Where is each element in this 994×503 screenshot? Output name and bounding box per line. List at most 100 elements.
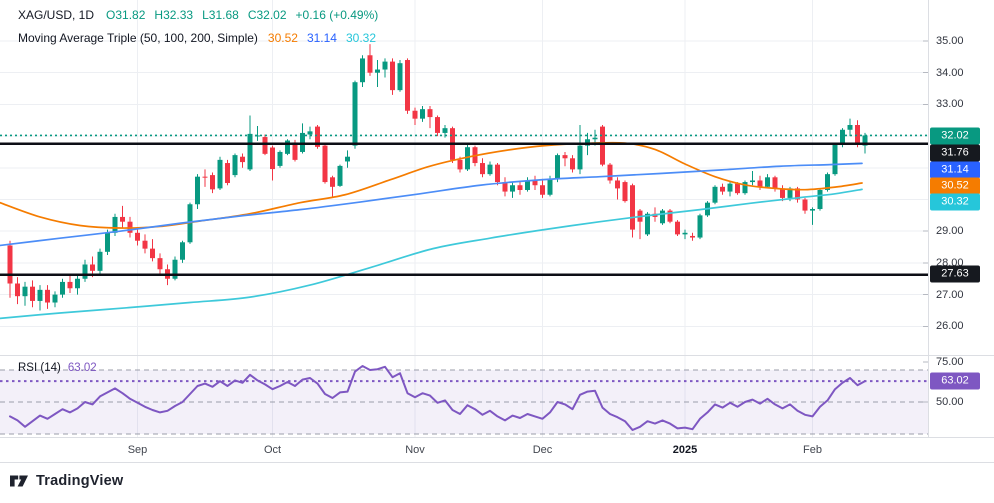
candle-body xyxy=(442,128,448,133)
time-label-Sep: Sep xyxy=(127,444,148,456)
candle-body xyxy=(37,289,43,301)
rsi-value: 63.02 xyxy=(67,362,97,374)
candle-body xyxy=(735,183,740,194)
price-axis-label: 27.00 xyxy=(936,288,964,301)
price-change: +0.16 (+0.49%) xyxy=(295,8,379,22)
candle-body xyxy=(532,180,538,186)
ohlc-h: H32.33 xyxy=(154,8,194,22)
candle-body xyxy=(180,242,185,260)
tradingview-logo[interactable]: TradingView xyxy=(9,473,123,489)
candle-body xyxy=(150,248,155,259)
candle-body xyxy=(285,140,290,154)
candle-body xyxy=(75,278,80,289)
candle-body xyxy=(247,133,253,170)
candle-body xyxy=(52,294,58,303)
candle-body xyxy=(22,286,28,297)
rsi-axis-label: 50.00 xyxy=(936,396,964,408)
candle-body xyxy=(660,210,665,224)
price-axis-label: 33.00 xyxy=(936,98,964,111)
candle-body xyxy=(307,131,313,135)
candle-body xyxy=(727,183,733,192)
candle-body xyxy=(135,232,140,241)
candle-body xyxy=(322,145,328,183)
candle-body xyxy=(840,129,845,145)
ma-line-sma100[interactable] xyxy=(0,162,863,247)
time-label-Nov: Nov xyxy=(405,444,425,456)
rsi-title[interactable]: RSI (14) xyxy=(18,362,61,374)
candle-body xyxy=(195,176,200,205)
candle-body xyxy=(802,199,808,211)
candle-body xyxy=(480,163,485,175)
candle-body xyxy=(292,142,298,160)
candle-body xyxy=(60,281,65,295)
candle-body xyxy=(255,135,260,137)
symbol-legend-row[interactable]: XAG/USD, 1D O31.82 H32.33 L31.68 C32.02 +0.16… xyxy=(18,8,387,22)
candle-body xyxy=(210,175,215,190)
candle-body xyxy=(277,151,283,166)
candle-body xyxy=(45,289,50,303)
candle-body xyxy=(592,137,598,140)
candle-body xyxy=(240,156,245,163)
symbol-title[interactable]: XAG/USD, 1D xyxy=(18,8,95,22)
candle-body xyxy=(825,174,830,190)
candle-body xyxy=(487,164,493,175)
candle-body xyxy=(562,155,568,159)
candle-body xyxy=(765,177,770,187)
candle-body xyxy=(757,180,763,187)
price-badge-32.02: 32.02 xyxy=(930,127,980,145)
price-badge-27.63: 27.63 xyxy=(930,265,980,283)
candle-body xyxy=(202,176,208,178)
candle-body xyxy=(817,189,823,210)
candle-body xyxy=(697,215,703,238)
candle-body xyxy=(30,286,35,301)
ohlc-o: O31.82 xyxy=(106,8,146,22)
candle-body xyxy=(420,109,425,119)
candle-body xyxy=(435,117,440,133)
time-label-Oct: Oct xyxy=(263,444,282,456)
candle-body xyxy=(742,182,748,194)
candle-body xyxy=(412,110,418,119)
candle-body xyxy=(457,159,463,170)
ma-line-sma200[interactable] xyxy=(0,188,863,320)
candle-body xyxy=(120,216,125,222)
ma-line-sma50[interactable] xyxy=(0,141,863,229)
candle-body xyxy=(7,245,13,284)
price-axis-label: 26.00 xyxy=(936,320,964,333)
candle-body xyxy=(157,258,163,270)
candle-body xyxy=(645,213,650,235)
candle-body xyxy=(97,251,103,271)
candle-body xyxy=(510,185,515,192)
candle-body xyxy=(772,177,778,189)
candle-body xyxy=(855,125,860,145)
price-axis-label: 34.00 xyxy=(936,66,964,79)
candle-body xyxy=(810,209,815,211)
candle-body xyxy=(682,232,688,235)
candle-body xyxy=(675,221,680,235)
candle-body xyxy=(360,58,365,83)
candle-body xyxy=(750,180,755,183)
indicator-legend-row[interactable]: Moving Average Triple (50, 100, 200, Sim… xyxy=(18,31,385,45)
candle-body xyxy=(82,264,88,279)
price-axis-label: 35.00 xyxy=(936,35,964,47)
ohlc-values: O31.82 H32.33 L31.68 C32.02 xyxy=(106,8,295,22)
candle-body xyxy=(525,180,530,190)
candle-body xyxy=(712,186,718,203)
rsi-legend-row[interactable]: RSI (14) 63.02 xyxy=(18,362,97,374)
time-label-Feb: Feb xyxy=(803,444,822,456)
price-badge-31.76: 31.76 xyxy=(930,144,980,162)
ohlc-l: L31.68 xyxy=(202,8,239,22)
candle-body xyxy=(217,159,223,189)
candle-body xyxy=(570,158,575,170)
candle-body xyxy=(397,63,403,91)
candle-body xyxy=(67,281,73,289)
rsi-line[interactable] xyxy=(9,365,866,431)
candle-body xyxy=(615,180,620,189)
candle-body xyxy=(795,188,800,200)
candle-body xyxy=(427,109,433,118)
candle-body xyxy=(780,188,785,198)
candle-body xyxy=(832,144,838,175)
time-label-2025: 2025 xyxy=(672,444,698,456)
indicator-name[interactable]: Moving Average Triple (50, 100, 200, Sim… xyxy=(18,31,258,45)
